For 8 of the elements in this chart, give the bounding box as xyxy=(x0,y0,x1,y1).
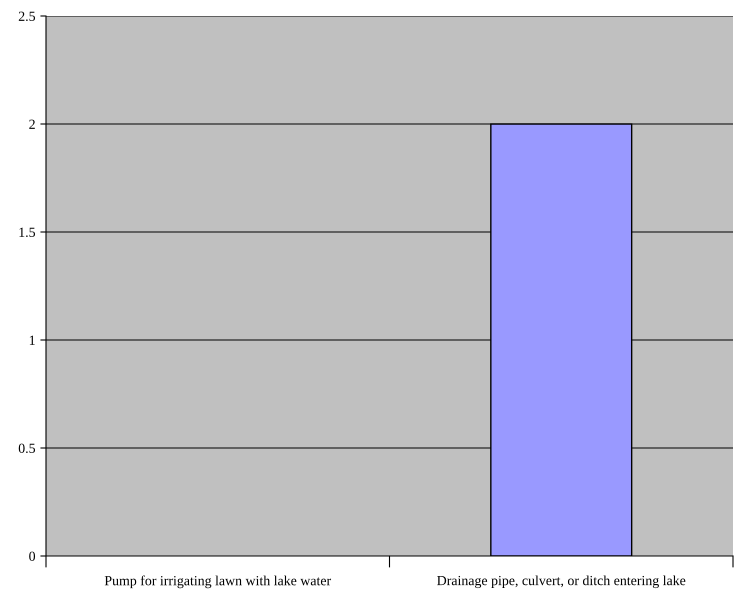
y-tick-label: 2.5 xyxy=(18,12,36,22)
x-tick-label: Pump for irrigating lawn with lake water xyxy=(104,575,332,588)
x-tick-label: Drainage pipe, culvert, or ditch entering lake xyxy=(437,575,686,588)
y-tick-label: 1.5 xyxy=(19,228,36,238)
y-tick-label: 0 xyxy=(29,552,36,561)
y-tick-label: 2 xyxy=(29,120,35,129)
y-tick-label: 1 xyxy=(30,336,35,345)
y-tick-label: 0.5 xyxy=(18,444,36,454)
